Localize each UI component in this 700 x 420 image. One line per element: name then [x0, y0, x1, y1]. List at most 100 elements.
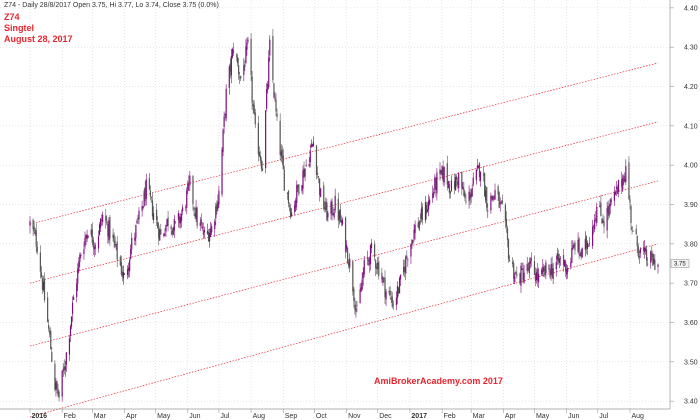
candle-body: [457, 181, 459, 185]
candle-body: [367, 260, 369, 261]
candle-body: [572, 245, 574, 250]
candle-body: [487, 210, 489, 212]
candle-body: [352, 261, 354, 292]
candle-body: [405, 256, 407, 274]
candle-body: [72, 297, 75, 300]
channel-line: [29, 62, 659, 225]
candle-body: [403, 266, 405, 273]
candle-body: [193, 207, 195, 210]
candle-body: [166, 218, 168, 226]
candle-body: [308, 163, 310, 167]
candle-body: [105, 216, 107, 222]
candle-body: [603, 221, 605, 227]
candle-body: [58, 391, 60, 398]
candle-body: [479, 171, 482, 181]
candle-body: [332, 213, 334, 215]
candle-body: [548, 264, 550, 271]
candle-body: [276, 113, 278, 118]
candle-body: [303, 168, 305, 178]
candle-body: [261, 168, 264, 171]
candle-body: [508, 260, 511, 262]
candle-body: [566, 269, 568, 275]
candle-body: [294, 205, 296, 212]
x-tick-label: Mar: [94, 413, 107, 420]
candle-body: [406, 255, 408, 258]
candle-body: [151, 200, 154, 217]
candle-body: [208, 232, 211, 242]
candle-body: [533, 261, 536, 275]
candle-body: [353, 288, 355, 302]
candle-body: [78, 261, 80, 272]
candle-body: [498, 192, 500, 208]
candle-body: [41, 278, 44, 290]
candle-body: [35, 230, 37, 247]
y-tick-label: 4.00: [684, 163, 698, 170]
candle-body: [596, 206, 598, 224]
candle-body: [135, 224, 137, 238]
candle-body: [551, 264, 553, 276]
candle-body: [101, 219, 103, 221]
y-tick-label: 4.20: [684, 84, 698, 91]
candle-body: [410, 243, 412, 257]
candle-body: [432, 193, 434, 199]
candle-body: [235, 55, 238, 57]
candle-body: [412, 240, 414, 244]
candle-body: [573, 244, 575, 247]
candle-body: [497, 186, 499, 195]
candle-body: [543, 268, 545, 271]
candle-body: [599, 205, 601, 208]
candle-body: [378, 261, 380, 277]
candle-body: [419, 220, 421, 223]
candle-body: [567, 267, 569, 272]
candle-body: [102, 214, 104, 223]
candle-body: [34, 232, 36, 234]
candle-body: [347, 248, 349, 263]
candle-body: [84, 237, 86, 247]
candle-body: [312, 142, 314, 147]
candle-body: [188, 182, 190, 184]
candle-body: [369, 244, 372, 265]
candle-body: [340, 219, 343, 223]
candle-body: [463, 188, 465, 197]
x-tick-label: Jun: [189, 413, 200, 420]
candle-body: [69, 326, 72, 336]
candle-body: [279, 120, 281, 155]
candle-body: [477, 165, 480, 169]
candle-body: [500, 202, 502, 203]
candle-body: [579, 253, 581, 256]
candle-body: [94, 245, 96, 249]
last-price-marker: 3.75: [670, 259, 690, 268]
candle-body: [99, 218, 102, 228]
candle-body: [61, 370, 63, 397]
candle-body: [247, 39, 249, 42]
candle-body: [192, 176, 194, 205]
candle-body: [287, 190, 290, 204]
candle-body: [339, 209, 341, 223]
candle-body: [625, 166, 627, 183]
candle-body: [396, 285, 399, 299]
candle-body: [112, 234, 114, 238]
candle-body: [159, 229, 161, 241]
ticker-symbol: Z74: [4, 12, 20, 22]
candle-body: [221, 149, 223, 195]
time-axis: 2016 Feb Mar Apr May Jun Jul Aug Sep Oct Nov Dec 201…: [29, 409, 644, 420]
candle-body: [177, 213, 180, 220]
candle-body: [195, 207, 197, 219]
candle-body: [107, 223, 109, 237]
candle-body: [324, 207, 326, 210]
candle-body: [545, 262, 547, 274]
candle-body: [115, 244, 117, 246]
candle-body: [29, 221, 31, 226]
candle-body: [558, 258, 560, 263]
candle-body: [555, 262, 557, 270]
candle-body: [504, 204, 507, 221]
candle-body: [587, 245, 590, 247]
candle-body: [143, 190, 145, 207]
candle-body: [602, 219, 604, 223]
candle-body: [268, 57, 270, 88]
candle-body: [436, 172, 438, 194]
candle-body: [55, 382, 57, 390]
candle-body: [97, 236, 100, 249]
candle-body: [80, 254, 82, 256]
candle-body: [163, 233, 165, 237]
